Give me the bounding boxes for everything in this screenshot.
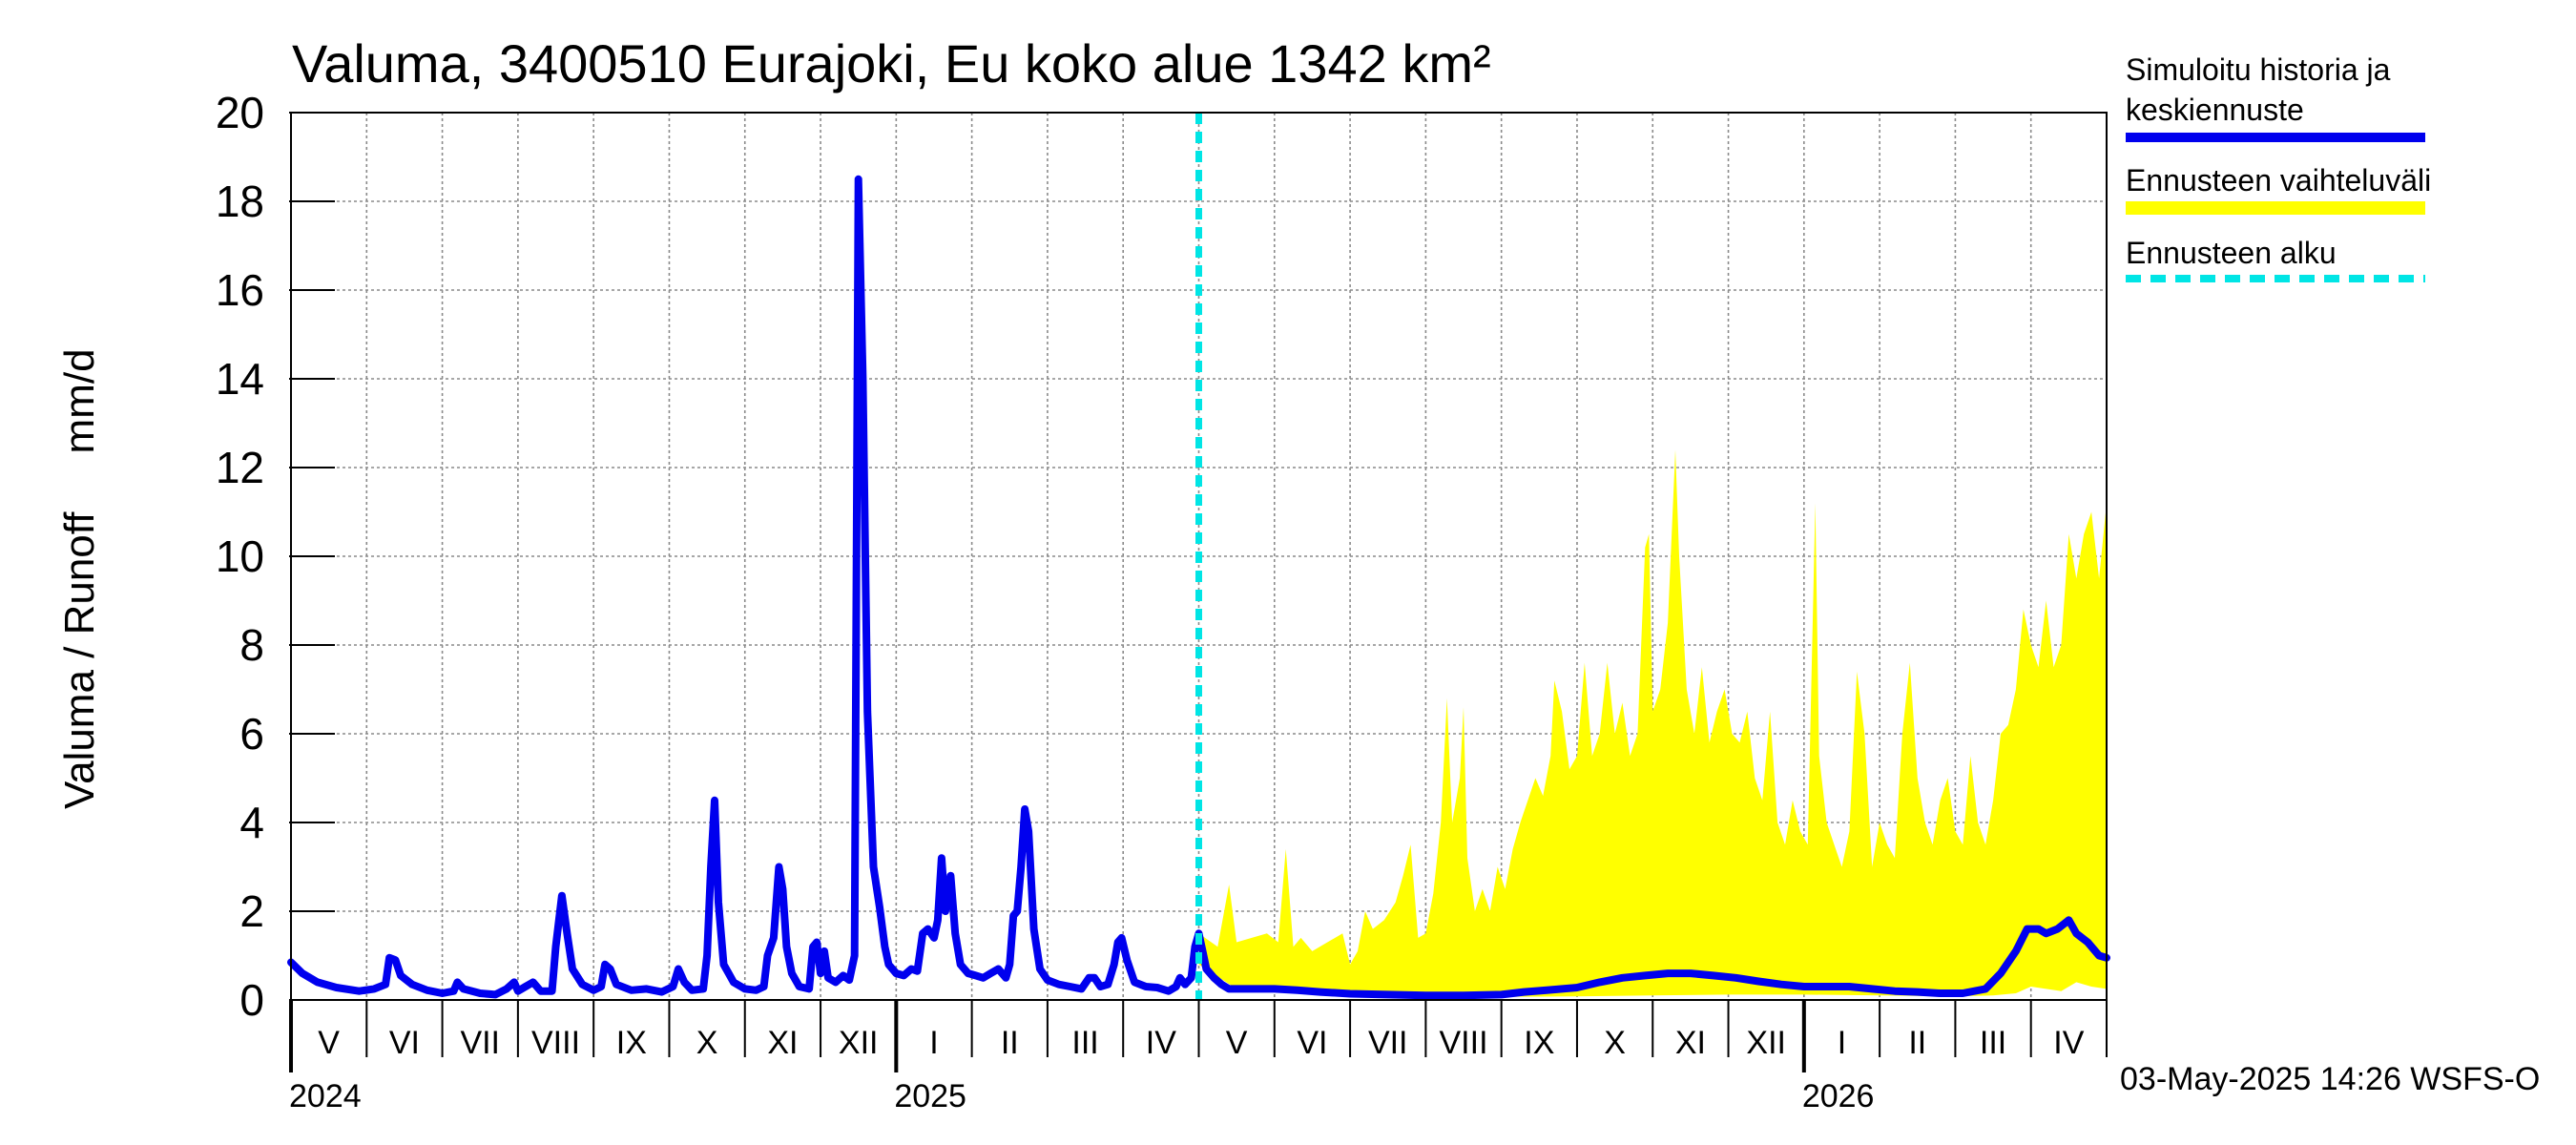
month-label: XII	[839, 1025, 879, 1061]
y-tick-label: 2	[239, 886, 264, 936]
month-label: IX	[1524, 1025, 1554, 1061]
timestamp-footer: 03-May-2025 14:26 WSFS-O	[2120, 1061, 2540, 1097]
y-tick-label: 20	[216, 88, 264, 137]
y-tick-label: 16	[216, 265, 264, 315]
y-tick-label: 8	[239, 620, 264, 670]
legend-item-range: Ennusteen vaihteluväli	[2126, 163, 2431, 198]
y-tick-label: 6	[239, 709, 264, 759]
month-label: VI	[389, 1025, 420, 1061]
month-label: II	[1001, 1025, 1019, 1061]
month-label: VII	[460, 1025, 500, 1061]
month-label: III	[1071, 1025, 1098, 1061]
month-label: V	[318, 1025, 340, 1061]
month-label: X	[1604, 1025, 1626, 1061]
month-label: III	[1980, 1025, 2006, 1061]
month-label: XII	[1746, 1025, 1786, 1061]
month-label: IX	[616, 1025, 647, 1061]
legend-item-simulated-line2: keskiennuste	[2126, 93, 2304, 127]
axes-frame	[289, 112, 2108, 1072]
chart-title: Valuma, 3400510 Eurajoki, Eu koko alue 1…	[292, 33, 1491, 94]
x-axis-labels: V VI VII VIII IX X XI XII I II III IV V VI VII VIII IX X X…	[289, 1025, 2085, 1114]
month-label: IV	[2053, 1025, 2084, 1061]
month-label: VII	[1368, 1025, 1408, 1061]
month-label: VIII	[1440, 1025, 1488, 1061]
month-label: XI	[767, 1025, 798, 1061]
legend-item-forecast-start: Ennusteen alku	[2126, 236, 2337, 270]
month-label: I	[1838, 1025, 1846, 1061]
runoff-line-layer	[287, 113, 2110, 1000]
y-tick-label: 14	[216, 354, 264, 404]
y-axis-label: Valuma / Runoff mm/d	[56, 348, 103, 809]
forecast-band-layer	[1198, 449, 2107, 997]
runoff-series-line	[287, 175, 2110, 1000]
month-label: VIII	[531, 1025, 580, 1061]
plot-border	[290, 112, 2108, 1001]
month-label: VI	[1297, 1025, 1327, 1061]
month-label: XI	[1675, 1025, 1706, 1061]
legend: Simuloitu historia ja keskiennuste Ennus…	[2126, 52, 2431, 282]
forecast-range-band	[1198, 449, 2107, 997]
y-tick-label: 4	[239, 798, 264, 847]
y-tick-label: 18	[216, 177, 264, 226]
month-label: X	[696, 1025, 718, 1061]
y-tick-label: 10	[216, 531, 264, 581]
month-label: IV	[1146, 1025, 1176, 1061]
y-tick-label: 12	[216, 443, 264, 492]
legend-item-simulated-line1: Simuloitu historia ja	[2126, 52, 2391, 87]
y-tick-label: 0	[239, 975, 264, 1025]
year-label: 2025	[894, 1078, 966, 1114]
month-label: V	[1226, 1025, 1248, 1061]
month-label: I	[929, 1025, 938, 1061]
month-label: II	[1908, 1025, 1926, 1061]
year-label: 2026	[1802, 1078, 1875, 1114]
y-tick-labels: 0 2 4 6 8 10 12 14 16 18 20	[216, 88, 264, 1025]
year-label: 2024	[289, 1078, 362, 1114]
